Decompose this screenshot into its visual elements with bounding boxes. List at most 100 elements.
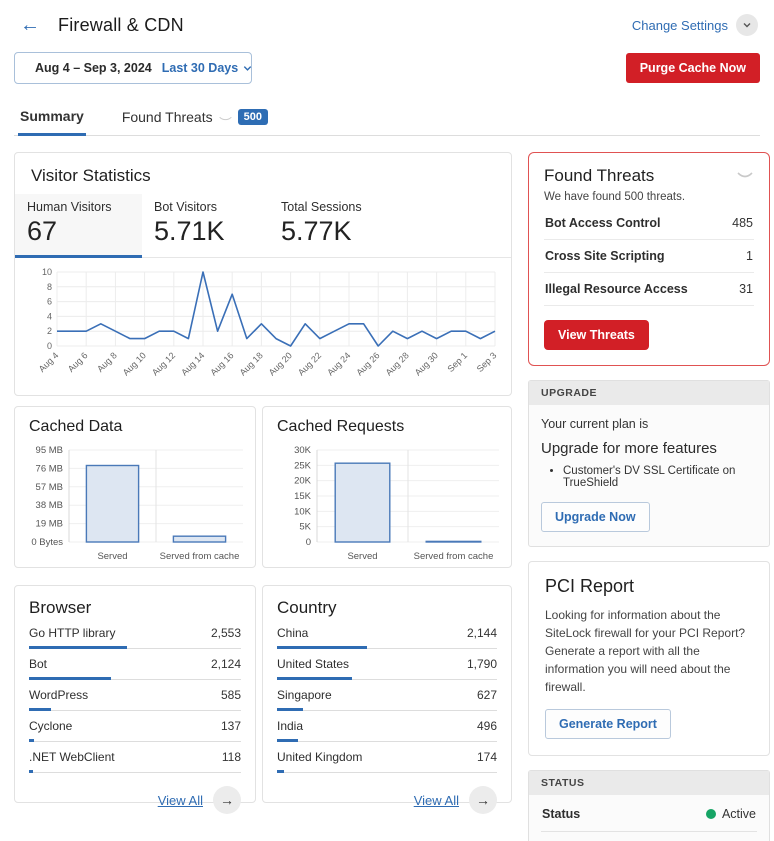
svg-text:0: 0 (47, 341, 52, 351)
collapse-chevron-icon[interactable] (736, 171, 754, 181)
status-section-header: STATUS (529, 771, 769, 795)
stat-human-visitors[interactable]: Human Visitors 67 (15, 194, 142, 258)
stat-total-sessions[interactable]: Total Sessions 5.77K (269, 194, 396, 257)
country-row-bar-track (277, 677, 497, 680)
current-plan-text: Your current plan is (541, 417, 649, 431)
cached-requests-panel: Cached Requests 0 5K 10K 15K 20K 25K 30K Served… (262, 406, 512, 568)
upgrade-section: UPGRADE Your current plan is Upgrade for… (528, 380, 770, 547)
threat-row: Cross Site Scripting 1 (544, 240, 754, 273)
svg-text:10K: 10K (294, 506, 312, 517)
svg-text:Aug 20: Aug 20 (267, 350, 294, 377)
date-range-text: Aug 4 – Sep 3, 2024 (35, 61, 152, 75)
upgrade-bullet: Customer's DV SSL Certificate on TrueShi… (563, 465, 757, 489)
view-threats-button[interactable]: View Threats (544, 320, 649, 350)
visitors-line-chart: Aug 4 Aug 6 Aug 8 Aug 10 Aug 12 Aug 14 Aug 16 A… (15, 258, 511, 389)
list-panels-row: Browser Go HTTP library 2,553 (14, 585, 512, 814)
date-preset-dropdown[interactable]: Last 30 Days (162, 61, 253, 75)
cached-requests-title: Cached Requests (277, 418, 405, 435)
svg-text:10: 10 (42, 267, 52, 277)
browser-row: Bot 2,124 (29, 657, 241, 680)
svg-text:2: 2 (47, 326, 52, 336)
change-settings-chevron-button[interactable] (736, 14, 758, 36)
visitor-statistics-title: Visitor Statistics (31, 166, 151, 185)
found-threats-subtitle: We have found 500 threats. (544, 191, 686, 203)
stat-bot-visitors[interactable]: Bot Visitors 5.71K (142, 194, 269, 257)
country-row: United Kingdom 174 (277, 750, 497, 773)
stat-value: 67 (27, 216, 58, 246)
svg-text:15K: 15K (294, 491, 312, 502)
threat-value: 485 (732, 216, 753, 230)
svg-text:8: 8 (47, 282, 52, 292)
browser-row-bar-track (29, 677, 241, 680)
change-settings-link[interactable]: Change Settings (631, 17, 728, 33)
svg-text:4: 4 (47, 311, 52, 321)
svg-text:Aug 28: Aug 28 (384, 350, 411, 377)
stat-value: 5.71K (154, 216, 225, 246)
pci-report-panel: PCI Report Looking for information about… (528, 561, 770, 756)
page-title: Firewall & CDN (58, 14, 184, 35)
browser-row-bar-track (29, 739, 241, 742)
browser-row-bar (29, 770, 34, 773)
country-row-label: Singapore (277, 688, 332, 702)
country-row: Singapore 627 (277, 688, 497, 711)
visitor-stats-row: Human Visitors 67 Bot Visitors 5.71K Tot… (15, 194, 511, 258)
tab-bar: Summary Found Threats 500 (14, 102, 760, 136)
generate-report-button[interactable]: Generate Report (545, 709, 671, 739)
country-row-bar (277, 677, 353, 680)
browser-row-value: 118 (221, 750, 241, 764)
threat-row: Bot Access Control 485 (544, 207, 754, 240)
back-arrow-icon[interactable]: ← (20, 14, 40, 36)
tab-summary[interactable]: Summary (18, 102, 86, 136)
svg-text:Aug 6: Aug 6 (66, 350, 90, 374)
date-range-picker[interactable]: Aug 4 – Sep 3, 2024 Last 30 Days (14, 52, 252, 84)
country-view-all-link[interactable]: View All (413, 792, 459, 808)
country-title: Country (277, 598, 337, 617)
country-row-value: 496 (476, 719, 497, 733)
country-row-value: 627 (476, 688, 497, 702)
browser-row-label: Cyclone (29, 719, 73, 733)
stat-label: Bot Visitors (154, 200, 217, 214)
country-row-label: United States (277, 657, 350, 671)
svg-text:Served from cache: Served from cache (160, 551, 240, 562)
date-preset-label: Last 30 Days (161, 61, 239, 75)
page-header: ← Firewall & CDN Change Settings (14, 10, 760, 38)
browser-row: WordPress 585 (29, 688, 241, 711)
browser-view-all-link[interactable]: View All (157, 792, 203, 808)
tab-summary-label: Summary (20, 108, 84, 124)
upgrade-section-header: UPGRADE (529, 381, 769, 405)
svg-text:57 MB: 57 MB (36, 482, 63, 493)
country-row-bar (277, 708, 304, 711)
cached-requests-chart: 0 5K 10K 15K 20K 25K 30K Served Served from cach… (263, 438, 511, 573)
svg-text:Aug 16: Aug 16 (208, 350, 235, 377)
browser-row-label: WordPress (29, 688, 89, 702)
right-column: Found Threats We have found 500 threats.… (528, 152, 770, 841)
country-view-all-arrow-button[interactable]: → (469, 786, 497, 814)
status-rows: Status Active Traffic Routing Via Site (529, 795, 769, 841)
browser-row: Go HTTP library 2,553 (29, 626, 241, 649)
threat-label: Illegal Resource Access (545, 282, 688, 296)
upgrade-now-button[interactable]: Upgrade Now (541, 502, 650, 532)
pci-report-body: Looking for information about the SiteLo… (545, 608, 746, 694)
svg-text:38 MB: 38 MB (36, 500, 63, 511)
browser-view-all-arrow-button[interactable]: → (213, 786, 241, 814)
browser-row-bar (29, 646, 128, 649)
browser-row-bar-track (29, 646, 241, 649)
svg-text:5K: 5K (299, 522, 311, 533)
tab-found-threats-label: Found Threats (121, 109, 213, 125)
svg-text:76 MB: 76 MB (36, 463, 63, 474)
browser-title: Browser (29, 598, 92, 617)
country-row-bar (277, 646, 368, 649)
svg-text:19 MB: 19 MB (36, 519, 63, 530)
country-row-value: 1,790 (466, 657, 497, 671)
tab-found-threats[interactable]: Found Threats 500 (120, 103, 270, 134)
country-row: India 496 (277, 719, 497, 742)
status-row-label: Status (542, 807, 581, 821)
threat-value: 1 (746, 249, 753, 263)
found-threats-panel: Found Threats We have found 500 threats.… (528, 152, 770, 366)
country-rows: China 2,144 United States (277, 626, 497, 773)
svg-text:Aug 30: Aug 30 (413, 350, 440, 377)
svg-text:Served: Served (97, 551, 127, 562)
browser-row-bar (29, 739, 35, 742)
purge-cache-button[interactable]: Purge Cache Now (625, 53, 760, 83)
